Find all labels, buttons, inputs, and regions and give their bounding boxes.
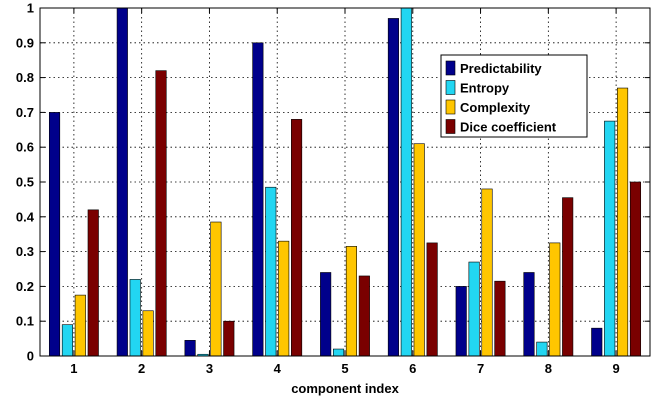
bar-complexity bbox=[74, 294, 86, 357]
bar-dice-coefficient bbox=[155, 70, 167, 357]
x-tick-label: 2 bbox=[138, 361, 145, 376]
bar-entropy bbox=[468, 261, 480, 357]
y-tick-label: 0.2 bbox=[16, 279, 34, 294]
bar-dice-coefficient bbox=[358, 275, 370, 357]
legend: Predictability Entropy Complexity Dice coef… bbox=[440, 54, 588, 138]
y-tick-label: 0 bbox=[27, 349, 34, 364]
bar-predictability bbox=[116, 7, 128, 357]
y-tick-label: 0.5 bbox=[16, 175, 34, 190]
legend-label: Predictability bbox=[460, 61, 542, 76]
bar-entropy bbox=[332, 348, 345, 357]
legend-swatch bbox=[445, 60, 456, 76]
bar-predictability bbox=[48, 112, 61, 357]
bar-dice-coefficient bbox=[562, 197, 574, 357]
bar-complexity bbox=[210, 221, 222, 357]
y-axis-ticks: 0 0.1 0.2 0.3 0.4 0.5 0.6 0.7 0.8 0.9 1 bbox=[16, 1, 650, 364]
y-tick-label: 1 bbox=[27, 1, 34, 16]
legend-swatch bbox=[445, 119, 456, 134]
bars bbox=[48, 7, 642, 357]
bar-complexity bbox=[345, 246, 358, 357]
legend-label: Complexity bbox=[460, 100, 531, 115]
bar-predictability bbox=[455, 286, 467, 357]
y-tick-label: 0.1 bbox=[16, 314, 34, 329]
bar-entropy bbox=[604, 120, 616, 357]
x-tick-label: 8 bbox=[545, 361, 552, 376]
bar-dice-coefficient bbox=[87, 209, 99, 357]
bar-complexity bbox=[278, 240, 290, 357]
bar-predictability bbox=[591, 327, 603, 357]
bar-predictability bbox=[184, 340, 196, 357]
x-tick-label: 4 bbox=[274, 361, 282, 376]
bar-predictability bbox=[252, 42, 264, 357]
bar-dice-coefficient bbox=[223, 320, 235, 357]
bar-dice-coefficient bbox=[291, 119, 303, 357]
bar-predictability bbox=[320, 272, 332, 357]
y-tick-label: 0.9 bbox=[16, 35, 34, 50]
legend-box bbox=[440, 54, 588, 138]
legend-swatch bbox=[445, 99, 456, 115]
bar-entropy bbox=[536, 341, 548, 357]
bar-complexity bbox=[413, 143, 425, 357]
legend-label: Entropy bbox=[460, 81, 510, 96]
bar-entropy bbox=[400, 7, 412, 357]
bar-entropy bbox=[61, 324, 73, 357]
bar-complexity bbox=[481, 188, 493, 357]
y-tick-label: 0.8 bbox=[16, 70, 34, 85]
x-tick-label: 3 bbox=[206, 361, 213, 376]
bar-entropy bbox=[265, 186, 277, 357]
bar-predictability bbox=[523, 272, 535, 357]
legend-label: Dice coefficient bbox=[460, 120, 557, 135]
x-tick-label: 5 bbox=[341, 361, 348, 376]
x-axis-label: component index bbox=[291, 381, 399, 396]
x-tick-label: 1 bbox=[70, 361, 77, 376]
bar-dice-coefficient bbox=[494, 280, 506, 357]
bar-dice-coefficient bbox=[629, 181, 642, 357]
bar-dice-coefficient bbox=[426, 242, 438, 357]
bar-entropy bbox=[129, 279, 141, 357]
x-axis-ticks: 1 2 3 4 5 6 7 8 9 bbox=[70, 8, 620, 376]
y-tick-label: 0.4 bbox=[16, 209, 35, 224]
y-tick-label: 0.6 bbox=[16, 140, 34, 155]
legend-swatch bbox=[445, 80, 456, 95]
y-tick-label: 0.7 bbox=[16, 105, 34, 120]
x-tick-label: 9 bbox=[612, 361, 619, 376]
x-tick-label: 7 bbox=[477, 361, 484, 376]
bar-complexity bbox=[142, 310, 154, 357]
bar-complexity bbox=[549, 242, 561, 357]
bar-complexity bbox=[617, 87, 629, 357]
bar-predictability bbox=[387, 18, 399, 357]
y-tick-label: 0.3 bbox=[16, 244, 34, 259]
x-tick-label: 6 bbox=[409, 361, 416, 376]
